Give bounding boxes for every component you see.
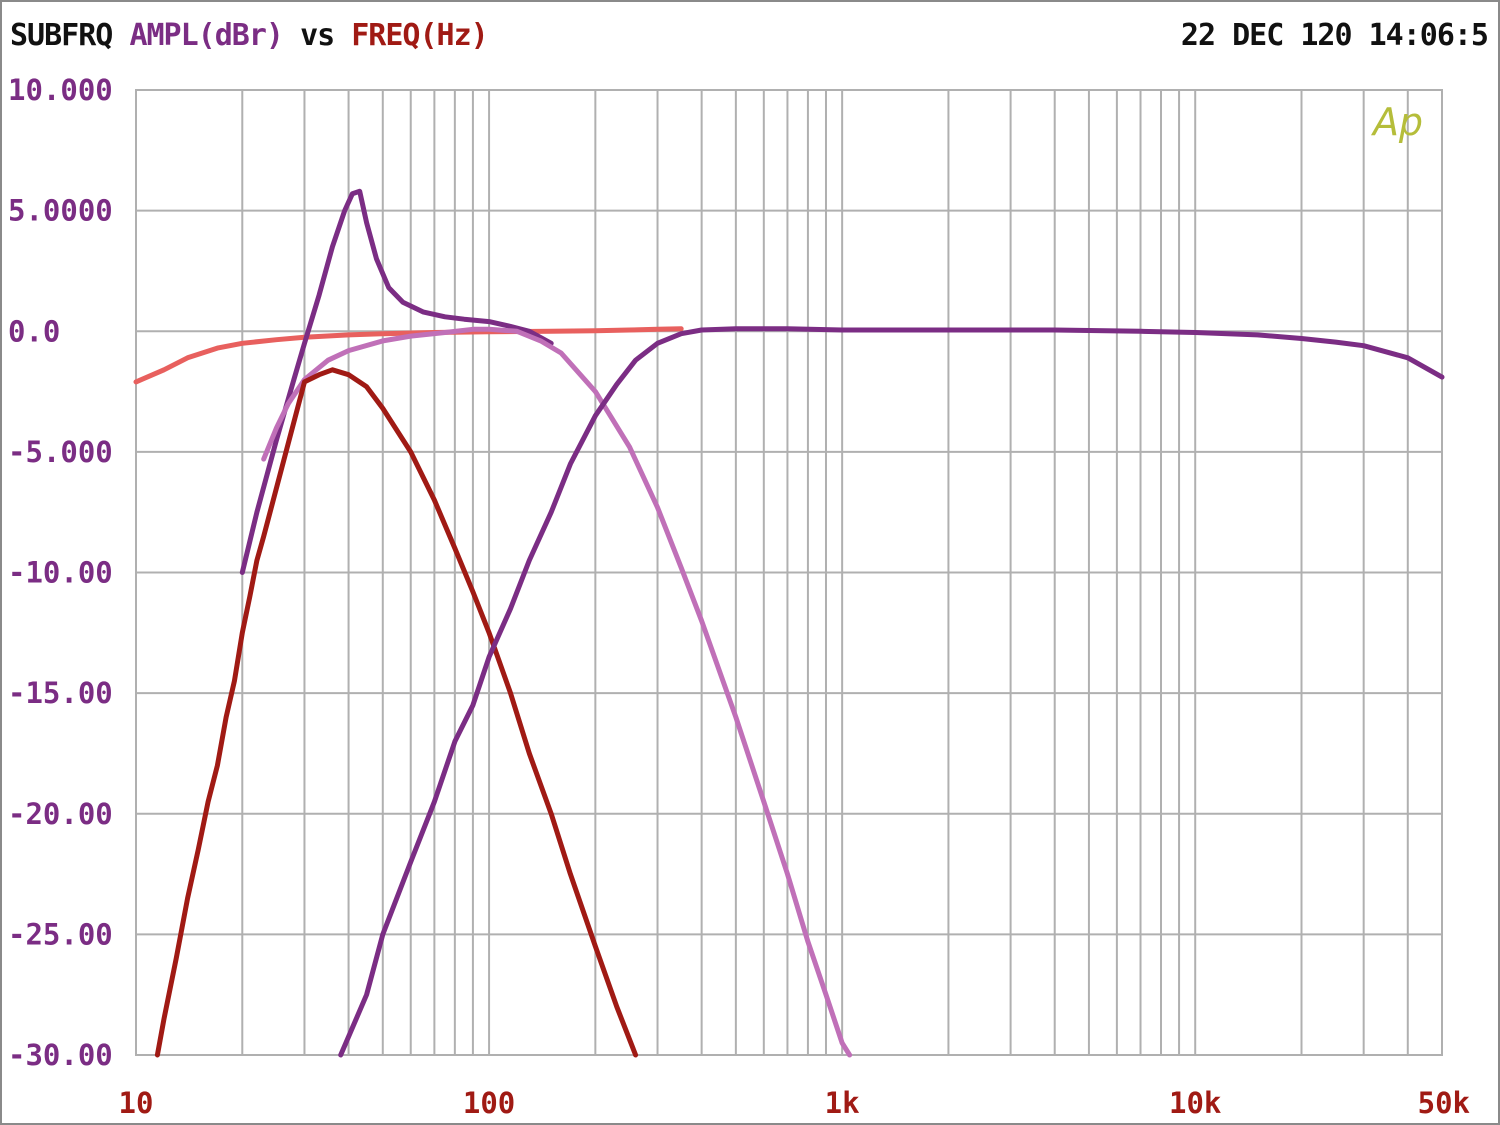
series-line-1 bbox=[133, 326, 684, 385]
chart-grid bbox=[135, 89, 1443, 1056]
header-y-quantity: AMPL(dBr) bbox=[129, 18, 284, 53]
x-tick-label: 50k bbox=[1418, 1086, 1470, 1120]
y-tick-label: 5.0000 bbox=[8, 194, 113, 228]
ap-logo: Ap bbox=[1370, 100, 1423, 144]
y-tick-label: -20.00 bbox=[8, 797, 113, 831]
x-tick-label: 1k bbox=[825, 1086, 860, 1120]
series-line-2 bbox=[239, 188, 554, 575]
x-tick-label: 100 bbox=[463, 1086, 515, 1120]
header-name: SUBFRQ bbox=[10, 18, 113, 53]
y-tick-label: 0.0 bbox=[8, 314, 60, 348]
header-timestamp: 22 DEC 120 14:06:5 bbox=[1180, 18, 1489, 53]
header-x-quantity: FREQ(Hz) bbox=[351, 18, 488, 53]
y-tick-label: -10.00 bbox=[8, 556, 113, 590]
y-tick-label: -30.00 bbox=[8, 1038, 113, 1072]
chart-series bbox=[133, 188, 1445, 1058]
x-tick-label: 10 bbox=[119, 1086, 154, 1120]
y-tick-label: -25.00 bbox=[8, 917, 113, 951]
y-tick-label: 10.000 bbox=[8, 73, 113, 107]
header-vs: vs bbox=[300, 18, 335, 53]
x-tick-label: 10k bbox=[1169, 1086, 1221, 1120]
y-tick-label: -15.00 bbox=[8, 676, 113, 710]
series-line-4 bbox=[154, 367, 639, 1058]
chart-tick-labels: 10.000 5.0000 0.0 -5.000 -10.00 -15.00 -20.00 -… bbox=[8, 73, 1470, 1120]
series-line-5 bbox=[338, 326, 1445, 1058]
series-line-3 bbox=[261, 326, 853, 1058]
header-title: SUBFRQ AMPL(dBr) vs FREQ(Hz) bbox=[10, 18, 489, 53]
y-tick-label: -5.000 bbox=[8, 435, 113, 469]
plot-border bbox=[135, 89, 1443, 1056]
